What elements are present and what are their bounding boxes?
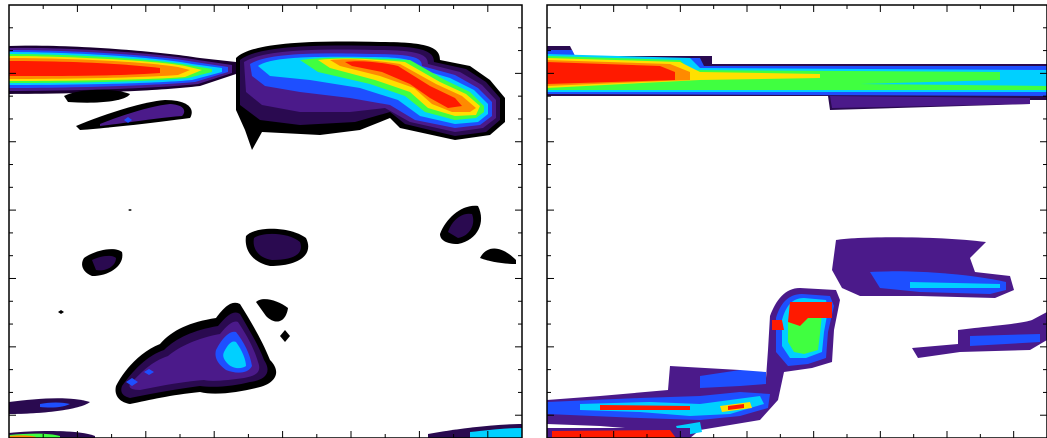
right-contours xyxy=(547,46,1047,438)
left-contours xyxy=(9,42,522,438)
contour xyxy=(256,299,288,321)
page: (() => { const svg = document.getElement… xyxy=(0,0,1047,438)
contour xyxy=(772,320,784,330)
contour xyxy=(128,209,132,211)
contour xyxy=(280,330,290,342)
figure xyxy=(0,0,1047,438)
contour xyxy=(58,310,64,314)
contour xyxy=(480,249,516,265)
